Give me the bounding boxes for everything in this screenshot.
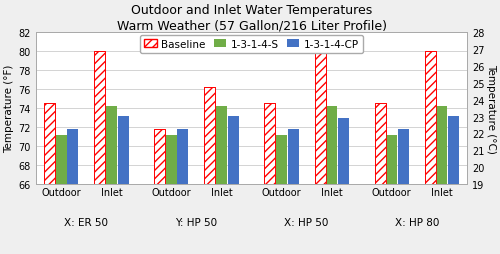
Bar [338, 118, 349, 184]
Bar [204, 88, 216, 184]
Legend: Baseline, 1-3-1-4-S, 1-3-1-4-CP: Baseline, 1-3-1-4-S, 1-3-1-4-CP [140, 35, 363, 54]
Bar [448, 116, 459, 184]
Bar [216, 107, 227, 184]
Bar [44, 104, 55, 184]
Y-axis label: Temperature (°C): Temperature (°C) [486, 64, 496, 153]
Bar [154, 130, 166, 184]
Bar [276, 135, 287, 184]
Bar [94, 52, 106, 184]
Bar [154, 130, 166, 184]
Text: X: HP 80: X: HP 80 [394, 217, 439, 227]
Bar [44, 104, 55, 184]
Bar [228, 116, 238, 184]
Bar [314, 52, 326, 184]
Bar [264, 104, 276, 184]
Text: X: HP 50: X: HP 50 [284, 217, 329, 227]
Text: Y: HP 50: Y: HP 50 [176, 217, 218, 227]
Bar [436, 107, 448, 184]
Bar [118, 116, 128, 184]
Bar [288, 130, 298, 184]
Bar [314, 52, 326, 184]
Bar [56, 135, 66, 184]
Bar [178, 130, 188, 184]
Text: X: ER 50: X: ER 50 [64, 217, 108, 227]
Bar [326, 107, 337, 184]
Bar [94, 52, 106, 184]
Bar [68, 130, 78, 184]
Bar [386, 135, 397, 184]
Bar [398, 130, 408, 184]
Y-axis label: Temperature (°F): Temperature (°F) [4, 65, 14, 153]
Bar [204, 88, 216, 184]
Bar [106, 107, 117, 184]
Bar [264, 104, 276, 184]
Title: Outdoor and Inlet Water Temperatures
Warm Weather (57 Gallon/216 Liter Profile): Outdoor and Inlet Water Temperatures War… [116, 4, 386, 32]
Bar [425, 52, 436, 184]
Bar [374, 104, 386, 184]
Bar [166, 135, 177, 184]
Bar [374, 104, 386, 184]
Bar [425, 52, 436, 184]
